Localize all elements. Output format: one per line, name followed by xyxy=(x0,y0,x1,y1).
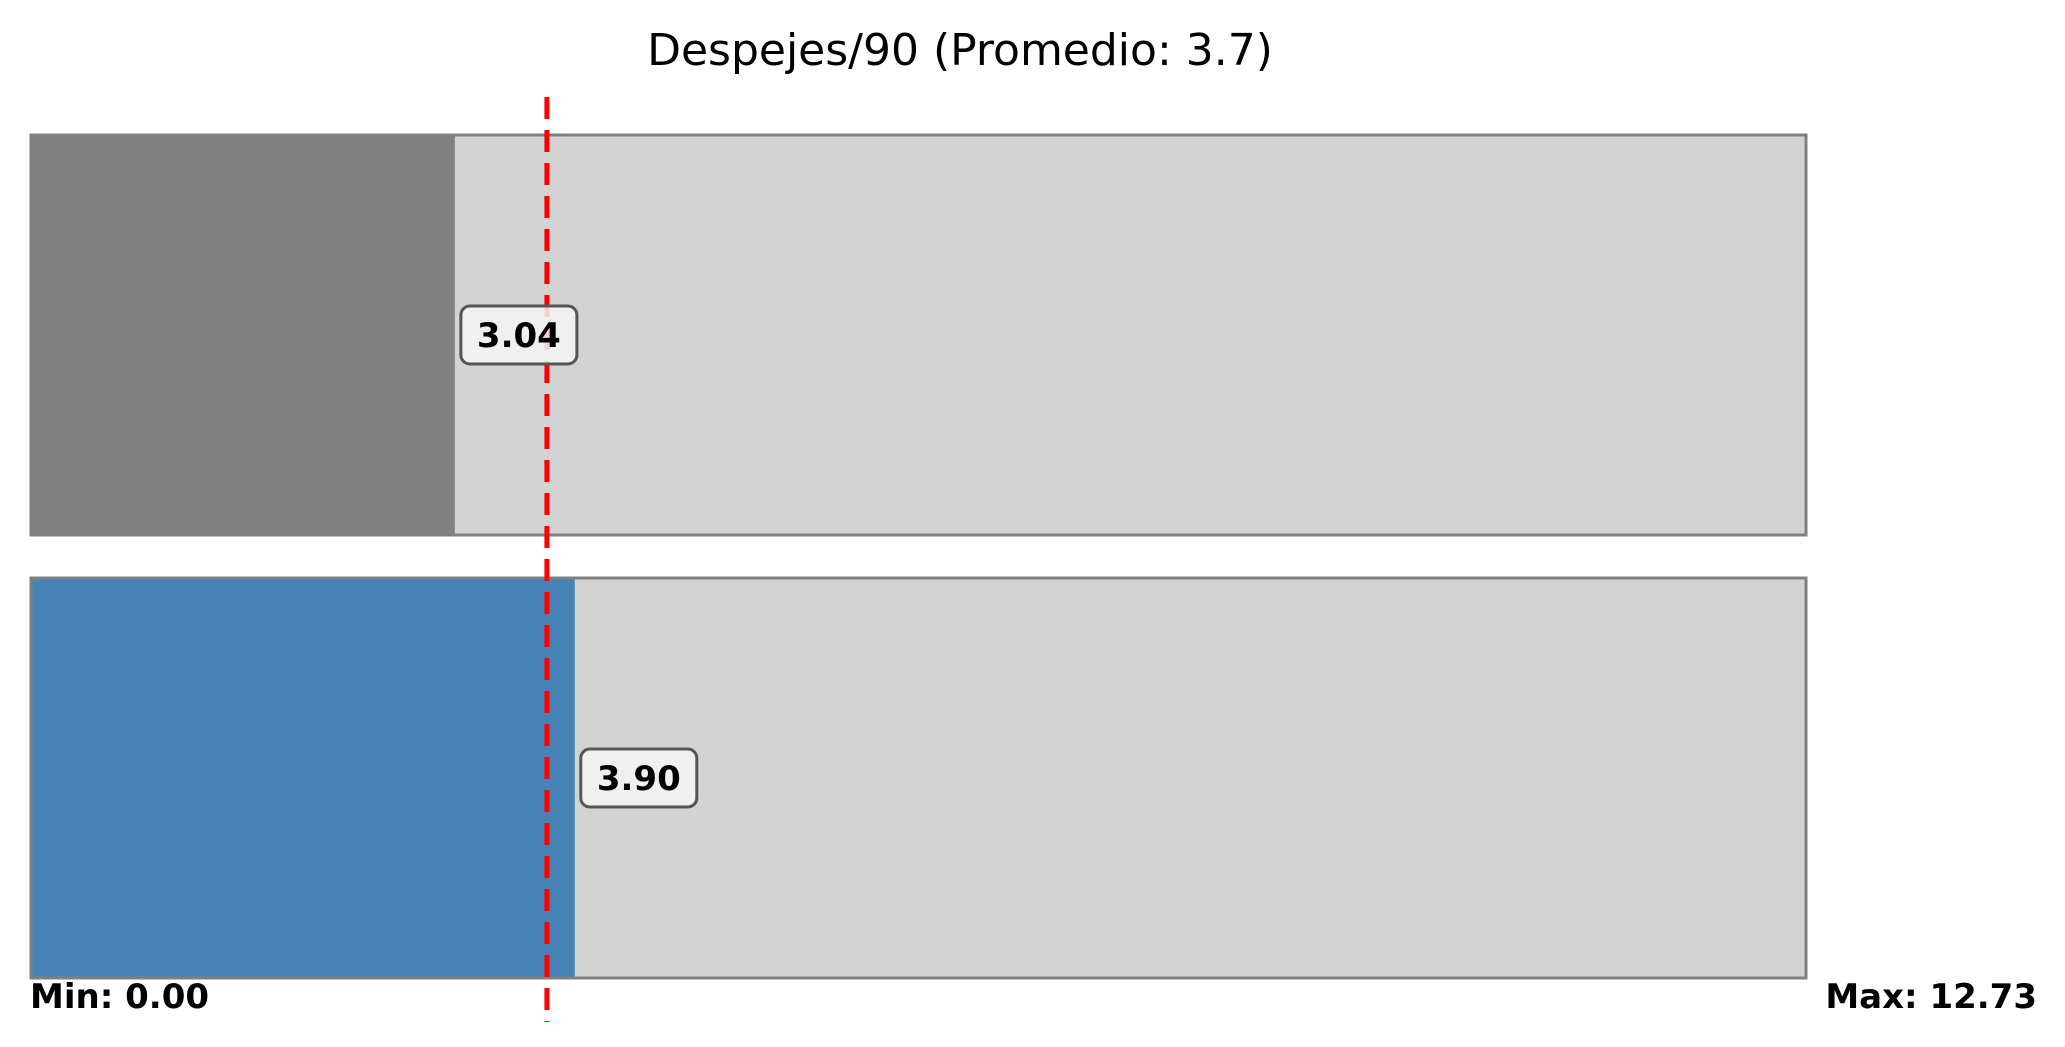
bar-track-border-2 xyxy=(29,576,1808,980)
bars-layer xyxy=(29,133,1808,980)
chart-title: Despejes/90 (Promedio: 3.7) xyxy=(647,25,1273,76)
max-label: Max: 12.73 xyxy=(1825,977,2037,1017)
value-label-1: 3.04 xyxy=(477,316,561,356)
value-labels-layer: 3.04 3.90 xyxy=(459,304,699,809)
bar-track-border-1 xyxy=(29,133,1808,537)
min-label: Min: 0.00 xyxy=(30,977,209,1017)
value-label-box-2 xyxy=(579,747,699,809)
value-label-box-1 xyxy=(459,304,579,366)
bar-2 xyxy=(31,578,575,978)
value-label-2: 3.90 xyxy=(597,759,681,799)
bar-1 xyxy=(31,135,455,535)
